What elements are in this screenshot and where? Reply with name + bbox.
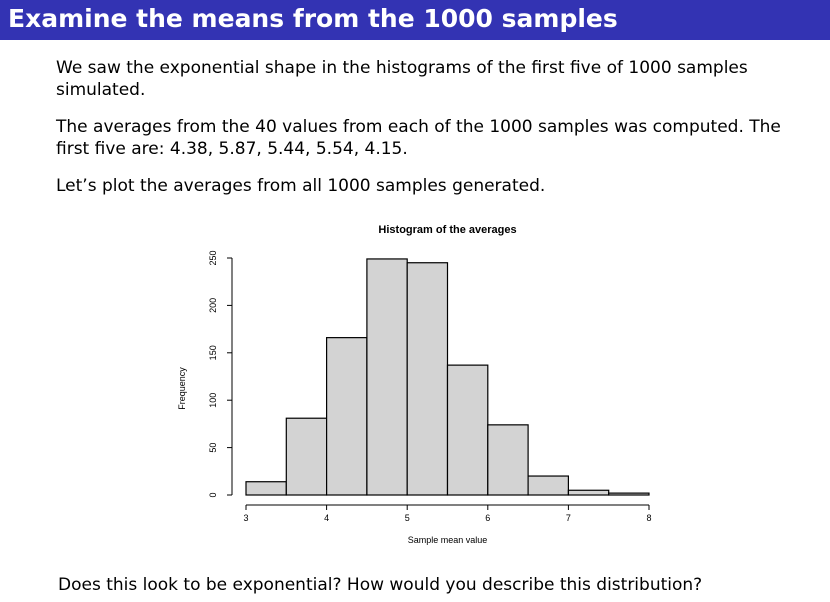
histogram-bar bbox=[245, 481, 287, 496]
histogram-bar bbox=[608, 492, 650, 496]
histogram-bar bbox=[406, 262, 449, 496]
y-tick-label: 50 bbox=[208, 443, 218, 453]
slide-title-bar: Examine the means from the 1000 samples bbox=[0, 0, 830, 40]
histogram-bar bbox=[487, 424, 529, 496]
paragraph-3: Let’s plot the averages from all 1000 sa… bbox=[56, 176, 546, 196]
histogram-bar bbox=[366, 258, 408, 496]
x-axis-label: Sample mean value bbox=[408, 535, 488, 545]
chart-title: Histogram of the averages bbox=[378, 224, 516, 236]
x-tick-label: 5 bbox=[405, 513, 410, 523]
y-tick-label: 150 bbox=[208, 345, 218, 360]
y-tick-label: 250 bbox=[208, 250, 218, 265]
slide-title: Examine the means from the 1000 samples bbox=[8, 4, 618, 33]
y-tick-label: 100 bbox=[208, 393, 218, 408]
x-tick-label: 8 bbox=[646, 513, 651, 523]
histogram-bar bbox=[326, 337, 368, 496]
x-tick-label: 6 bbox=[485, 513, 490, 523]
histogram-bar bbox=[527, 475, 569, 496]
y-tick-label: 200 bbox=[208, 298, 218, 313]
x-tick-label: 3 bbox=[243, 513, 248, 523]
y-axis-label: Frequency bbox=[177, 367, 187, 410]
paragraph-2: The averages from the 40 values from eac… bbox=[56, 117, 781, 159]
x-tick-label: 4 bbox=[324, 513, 329, 523]
paragraph-1: We saw the exponential shape in the hist… bbox=[56, 58, 748, 100]
histogram-bar bbox=[567, 489, 610, 496]
x-tick-label: 7 bbox=[566, 513, 571, 523]
histogram-bar bbox=[285, 417, 328, 496]
closing-question: Does this look to be exponential? How wo… bbox=[58, 575, 703, 595]
y-tick-label: 0 bbox=[208, 492, 218, 497]
histogram-bar bbox=[446, 364, 489, 496]
